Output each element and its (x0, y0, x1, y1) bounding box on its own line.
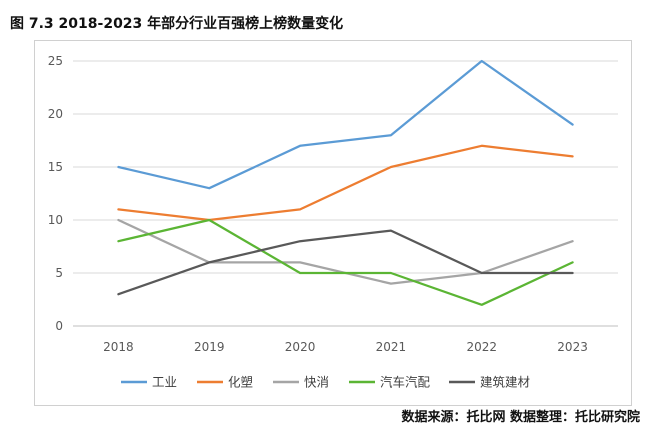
legend: 工业 化塑 快消 汽车汽配 建筑建材 (121, 375, 530, 390)
x-tick-label: 2023 (557, 340, 588, 354)
x-axis: 2018 2019 2020 2021 2022 2023 (103, 340, 588, 354)
series-line-2 (117, 144, 574, 222)
x-tick-label: 2022 (466, 340, 497, 354)
legend-label: 化塑 (228, 375, 253, 390)
x-tick-label: 2020 (285, 340, 316, 354)
series-lines (117, 59, 574, 306)
y-tick-label: 15 (48, 160, 63, 174)
x-tick-label: 2019 (194, 340, 225, 354)
y-axis: 0 5 10 15 20 25 (48, 54, 63, 333)
legend-item: 汽车汽配 (349, 375, 431, 390)
series-line-5 (117, 229, 574, 296)
legend-label: 快消 (304, 375, 329, 390)
y-tick-label: 10 (48, 213, 63, 227)
legend-item: 快消 (273, 375, 329, 390)
legend-item: 工业 (121, 375, 177, 390)
y-tick-label: 5 (55, 266, 63, 280)
legend-label: 汽车汽配 (380, 375, 431, 390)
y-tick-label: 0 (55, 319, 63, 333)
legend-label: 工业 (152, 375, 177, 390)
chart-frame (34, 40, 632, 406)
gridlines (73, 60, 618, 327)
x-tick-label: 2018 (103, 340, 134, 354)
x-tick-label: 2021 (376, 340, 407, 354)
y-tick-label: 20 (48, 107, 63, 121)
legend-item: 建筑建材 (449, 375, 530, 390)
chart-title: 图 7.3 2018-2023 年部分行业百强榜上榜数量变化 (10, 16, 344, 32)
y-tick-label: 25 (48, 54, 63, 68)
legend-item: 化塑 (197, 375, 253, 390)
legend-label: 建筑建材 (480, 375, 530, 390)
source-note: 数据来源：托比网 数据整理：托比研究院 (401, 410, 640, 425)
series-line-1 (117, 59, 574, 190)
series-line-4 (117, 218, 574, 306)
